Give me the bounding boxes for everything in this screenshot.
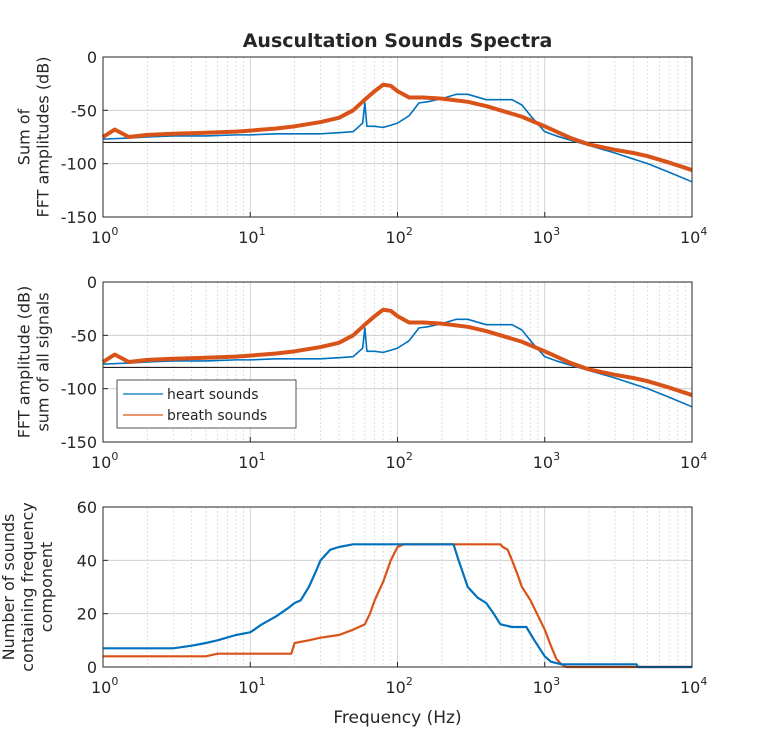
x-tick-label: 104 bbox=[680, 675, 707, 697]
y-axis-label-line: component bbox=[37, 542, 56, 633]
x-tick-label: 100 bbox=[91, 450, 118, 472]
x-tick-base: 10 bbox=[533, 228, 553, 247]
y-axis-label-line: sum of all signals bbox=[34, 292, 53, 431]
x-tick-exponent: 3 bbox=[553, 450, 560, 463]
y-axis-label-line: containing frequency bbox=[18, 502, 37, 671]
x-tick-label: 100 bbox=[91, 675, 118, 697]
x-tick-exponent: 4 bbox=[700, 450, 707, 463]
x-tick-label: 103 bbox=[533, 675, 560, 697]
x-tick-exponent: 1 bbox=[259, 450, 266, 463]
x-tick-exponent: 3 bbox=[553, 675, 560, 688]
y-axis-label: Sum ofFFT amplitudes (dB) bbox=[15, 57, 53, 218]
chart-title: Auscultation Sounds Spectra bbox=[243, 30, 553, 52]
x-tick-exponent: 0 bbox=[111, 450, 118, 463]
legend-label-breath: breath sounds bbox=[167, 408, 267, 424]
y-axis-label: Number of soundscontaining frequencycomp… bbox=[0, 502, 56, 671]
y-tick-label: 40 bbox=[77, 551, 97, 570]
x-axis-label: Frequency (Hz) bbox=[333, 708, 461, 728]
x-tick-label: 100 bbox=[91, 225, 118, 247]
x-tick-base: 10 bbox=[91, 228, 111, 247]
y-tick-label: -150 bbox=[61, 433, 97, 452]
y-tick-label: 0 bbox=[87, 273, 97, 292]
y-axis-label-line: FFT amplitudes (dB) bbox=[34, 57, 53, 218]
x-tick-base: 10 bbox=[680, 453, 700, 472]
x-tick-base: 10 bbox=[386, 453, 406, 472]
x-tick-exponent: 3 bbox=[553, 225, 560, 238]
x-tick-exponent: 2 bbox=[406, 450, 413, 463]
legend-box bbox=[116, 379, 297, 429]
x-tick-exponent: 0 bbox=[111, 225, 118, 238]
x-tick-exponent: 2 bbox=[406, 225, 413, 238]
x-tick-label: 104 bbox=[680, 450, 707, 472]
y-tick-label: -100 bbox=[61, 380, 97, 399]
x-tick-exponent: 4 bbox=[700, 675, 707, 688]
y-tick-label: -150 bbox=[61, 208, 97, 227]
x-tick-label: 102 bbox=[386, 450, 413, 472]
x-tick-label: 101 bbox=[238, 450, 265, 472]
y-axis-label-line: Sum of bbox=[15, 108, 34, 165]
x-tick-label: 103 bbox=[533, 225, 560, 247]
x-tick-base: 10 bbox=[386, 228, 406, 247]
x-tick-base: 10 bbox=[91, 453, 111, 472]
x-tick-base: 10 bbox=[680, 228, 700, 247]
x-tick-label: 102 bbox=[386, 225, 413, 247]
grid bbox=[103, 57, 692, 217]
x-tick-base: 10 bbox=[238, 228, 258, 247]
y-tick-label: 20 bbox=[77, 605, 97, 624]
x-tick-base: 10 bbox=[533, 453, 553, 472]
series-line-breath bbox=[101, 82, 693, 172]
y-axis-label-line: FFT amplitude (dB) bbox=[15, 286, 34, 439]
y-tick-label: -100 bbox=[61, 155, 97, 174]
x-tick-exponent: 0 bbox=[111, 675, 118, 688]
grid bbox=[103, 507, 692, 667]
y-tick-label: 60 bbox=[77, 498, 97, 517]
series-line-breath bbox=[101, 307, 693, 397]
x-tick-label: 102 bbox=[386, 675, 413, 697]
series-line-heart bbox=[102, 318, 693, 408]
x-tick-base: 10 bbox=[238, 453, 258, 472]
x-tick-exponent: 1 bbox=[259, 225, 266, 238]
y-tick-label: -50 bbox=[71, 326, 97, 345]
y-tick-label: 0 bbox=[87, 48, 97, 67]
series-line-heart bbox=[102, 93, 693, 183]
x-tick-exponent: 1 bbox=[259, 675, 266, 688]
x-tick-label: 101 bbox=[238, 225, 265, 247]
x-tick-label: 103 bbox=[533, 450, 560, 472]
x-tick-base: 10 bbox=[91, 678, 111, 697]
x-tick-exponent: 2 bbox=[406, 675, 413, 688]
x-tick-base: 10 bbox=[533, 678, 553, 697]
x-tick-base: 10 bbox=[386, 678, 406, 697]
legend-label-heart: heart sounds bbox=[167, 387, 259, 403]
legend: heart sounds breath sounds bbox=[116, 379, 297, 429]
x-tick-exponent: 4 bbox=[700, 225, 707, 238]
x-tick-label: 101 bbox=[238, 675, 265, 697]
y-tick-label: -50 bbox=[71, 101, 97, 120]
series-line-heart bbox=[103, 543, 692, 669]
y-tick-label: 0 bbox=[87, 658, 97, 677]
x-tick-base: 10 bbox=[238, 678, 258, 697]
y-axis-label-line: Number of sounds bbox=[0, 514, 18, 661]
y-axis-label: FFT amplitude (dB)sum of all signals bbox=[15, 286, 53, 439]
x-tick-label: 104 bbox=[680, 225, 707, 247]
x-tick-base: 10 bbox=[680, 678, 700, 697]
